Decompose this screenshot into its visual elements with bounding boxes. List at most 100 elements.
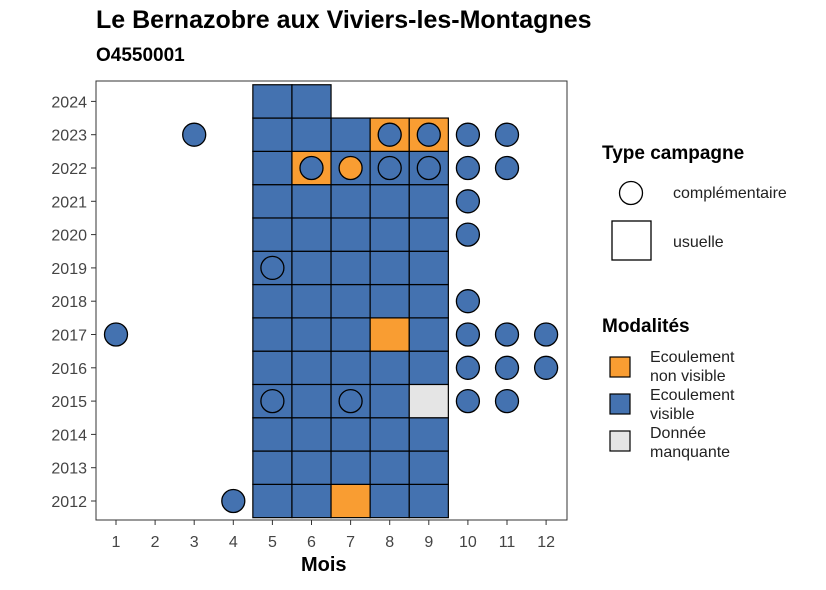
y-tick-label-2020: 2020 xyxy=(51,228,87,245)
tile-2015-6 xyxy=(291,383,332,419)
x-tick-label-9: 9 xyxy=(424,534,433,551)
x-tick-label-10: 10 xyxy=(459,534,477,551)
point-2017-12 xyxy=(533,322,559,347)
legend-shape-key-usuelle xyxy=(611,220,652,261)
y-tick-label-2018: 2018 xyxy=(51,294,87,311)
point-2012-4 xyxy=(221,488,246,514)
point-2016-12 xyxy=(533,355,559,380)
y-tick-label-2019: 2019 xyxy=(51,261,87,278)
tile-2023-6 xyxy=(291,117,332,152)
tile-2012-5 xyxy=(252,483,293,519)
tile-2015-9 xyxy=(408,383,449,419)
legend-fill-label-visible: Ecoulement visible xyxy=(650,387,735,423)
y-tick-label-2014: 2014 xyxy=(51,427,87,444)
tile-2014-8 xyxy=(369,417,410,452)
point-2022-11 xyxy=(494,155,520,181)
x-axis-label: Mois xyxy=(301,554,347,576)
point-2022-8 xyxy=(377,155,402,181)
tile-2023-7 xyxy=(330,117,371,152)
tile-2013-5 xyxy=(252,450,293,485)
point-2017-10 xyxy=(455,322,481,347)
tile-2020-6 xyxy=(291,217,332,252)
tile-2023-5 xyxy=(252,117,293,152)
tile-2017-9 xyxy=(408,317,449,352)
point-2015-10 xyxy=(455,388,481,414)
legend-fill-key-1 xyxy=(609,393,631,415)
point-2016-11 xyxy=(494,355,520,380)
y-tick-label-2024: 2024 xyxy=(51,94,87,111)
tile-2024-6 xyxy=(291,84,332,119)
x-tick-label-6: 6 xyxy=(307,534,316,551)
point-2015-5 xyxy=(260,388,285,414)
legend-fill-key-2 xyxy=(609,430,631,452)
legend-shape-label-complementaire: complémentaire xyxy=(673,185,787,202)
tile-2018-7 xyxy=(330,283,371,319)
point-2019-5 xyxy=(260,255,285,281)
tile-2019-8 xyxy=(369,250,410,286)
legend-shape-title: Type campagne xyxy=(602,143,745,164)
point-2023-9 xyxy=(416,122,441,147)
legend-shape-key-complementaire xyxy=(618,180,644,206)
point-2022-10 xyxy=(455,155,481,181)
point-2022-6 xyxy=(299,155,324,181)
tile-2024-5 xyxy=(252,84,293,119)
tile-2012-8 xyxy=(369,483,410,519)
point-2016-10 xyxy=(455,355,481,380)
point-2022-7 xyxy=(338,155,363,181)
tile-2013-9 xyxy=(408,450,449,485)
x-tick-label-3: 3 xyxy=(190,534,199,551)
tile-2016-6 xyxy=(291,350,332,386)
point-2023-3 xyxy=(182,122,207,147)
tile-2021-5 xyxy=(252,184,293,219)
tile-2014-6 xyxy=(291,417,332,452)
tile-2020-5 xyxy=(252,217,293,252)
tile-2019-6 xyxy=(291,250,332,286)
y-tick-label-2012: 2012 xyxy=(51,494,87,511)
tile-2021-8 xyxy=(369,184,410,219)
point-2018-10 xyxy=(455,289,481,314)
y-tick-label-2013: 2013 xyxy=(51,461,87,478)
tile-2018-8 xyxy=(369,283,410,319)
x-tick-label-4: 4 xyxy=(229,534,238,551)
x-tick-label-7: 7 xyxy=(346,534,355,551)
y-tick-label-2016: 2016 xyxy=(51,361,87,378)
tile-2019-7 xyxy=(330,250,371,286)
x-tick-label-2: 2 xyxy=(151,534,160,551)
tile-2017-8 xyxy=(369,317,410,352)
tile-2012-6 xyxy=(291,483,332,519)
tile-2019-9 xyxy=(408,250,449,286)
tile-2021-6 xyxy=(291,184,332,219)
x-tick-label-11: 11 xyxy=(499,534,516,551)
x-tick-label-5: 5 xyxy=(268,534,277,551)
tile-2021-7 xyxy=(330,184,371,219)
tile-2022-5 xyxy=(252,150,293,186)
tile-2016-8 xyxy=(369,350,410,386)
point-2023-10 xyxy=(455,122,481,147)
y-tick-label-2017: 2017 xyxy=(51,328,87,345)
tile-2013-7 xyxy=(330,450,371,485)
tile-2020-9 xyxy=(408,217,449,252)
tile-2016-7 xyxy=(330,350,371,386)
tile-2018-5 xyxy=(252,283,293,319)
point-2017-11 xyxy=(494,322,520,347)
point-2017-1 xyxy=(103,322,129,347)
y-tick-label-2015: 2015 xyxy=(51,394,87,411)
tile-2016-9 xyxy=(408,350,449,386)
legend-fill-key-0 xyxy=(609,356,631,378)
legend-shape-label-usuelle: usuelle xyxy=(673,234,724,251)
y-tick-label-2022: 2022 xyxy=(51,161,87,178)
tile-2018-9 xyxy=(408,283,449,319)
tile-2020-7 xyxy=(330,217,371,252)
legend-fill-label-missing: Donnée manquante xyxy=(650,425,731,461)
point-2023-11 xyxy=(494,122,520,147)
tile-2014-5 xyxy=(252,417,293,452)
x-tick-label-8: 8 xyxy=(385,534,394,551)
point-2022-9 xyxy=(416,155,441,181)
tile-2017-5 xyxy=(252,317,293,352)
point-2023-8 xyxy=(377,122,402,147)
tile-2018-6 xyxy=(291,283,332,319)
tile-2021-9 xyxy=(408,184,449,219)
tile-2014-9 xyxy=(408,417,449,452)
point-2020-10 xyxy=(455,222,481,247)
